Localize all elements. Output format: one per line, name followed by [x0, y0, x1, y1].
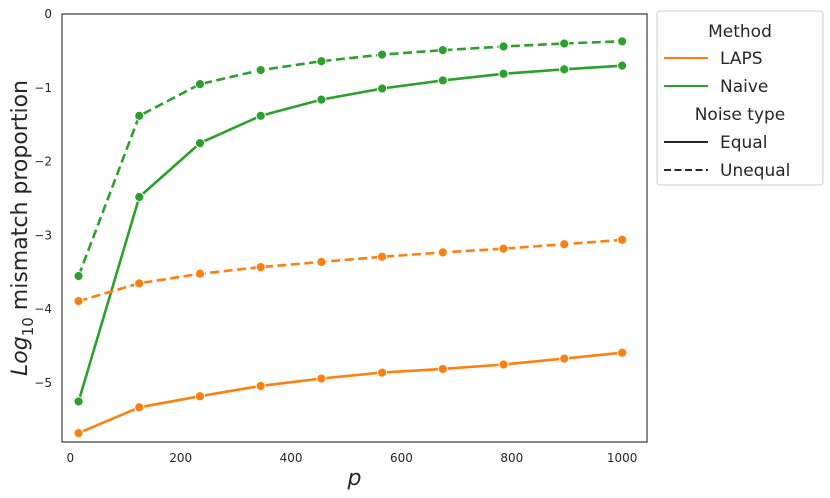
- data-point-laps-equal: [559, 353, 570, 364]
- data-point-laps-equal: [194, 391, 206, 402]
- y-axis-title-subscript: 10: [19, 317, 37, 336]
- y-tick-label: −2: [34, 155, 52, 169]
- legend-equal-label: Equal: [720, 133, 767, 153]
- data-point-naive-equal: [194, 138, 206, 149]
- data-point-naive-equal: [134, 191, 145, 203]
- x-axis-title: p: [347, 466, 362, 491]
- y-tick-label: 0: [44, 7, 52, 21]
- data-point-naive-unequal: [316, 56, 327, 67]
- data-point-naive-unequal: [498, 41, 509, 52]
- data-point-laps-equal: [73, 428, 84, 439]
- y-tick-label: −1: [34, 81, 52, 95]
- legend-laps-label: LAPS: [720, 49, 763, 69]
- data-point-laps-equal: [134, 402, 145, 413]
- x-tick-label: 600: [390, 451, 413, 465]
- series-line-naive-unequal: [77, 40, 623, 277]
- y-tick-label: −5: [34, 376, 52, 390]
- legend-method-title: Method: [708, 22, 772, 42]
- data-point-laps-unequal: [437, 247, 448, 258]
- x-tick-label: 0: [66, 451, 74, 465]
- x-tick-label: 200: [169, 451, 192, 465]
- data-point-naive-unequal: [559, 38, 570, 49]
- data-point-naive-equal: [73, 396, 84, 407]
- data-point-laps-unequal: [134, 278, 145, 289]
- data-point-laps-unequal: [376, 251, 388, 262]
- data-point-laps-equal: [255, 380, 266, 392]
- x-tick-label: 1000: [607, 451, 638, 465]
- legend: Method LAPS Naive Noise type Equal Unequ…: [656, 10, 824, 186]
- data-point-laps-unequal: [559, 239, 570, 250]
- legend-noise-title: Noise type: [695, 105, 786, 125]
- data-point-naive-unequal: [437, 45, 448, 56]
- x-tick-label: 400: [280, 451, 303, 465]
- data-point-laps-unequal: [316, 256, 327, 268]
- data-point-laps-equal: [316, 373, 327, 384]
- data-point-laps-unequal: [194, 268, 206, 279]
- y-axis-title: Log10 mismatch proportion: [8, 80, 37, 376]
- data-point-laps-equal: [437, 363, 448, 375]
- data-point-naive-unequal: [194, 79, 206, 90]
- series-line-naive-equal: [77, 64, 624, 403]
- y-axis-title-rest: mismatch proportion: [8, 80, 33, 317]
- series-line-laps-unequal: [78, 238, 623, 303]
- y-tick-label: −4: [34, 302, 52, 316]
- data-point-naive-equal: [316, 94, 327, 105]
- data-point-naive-unequal: [134, 110, 145, 121]
- legend-unequal-label: Unequal: [720, 161, 790, 181]
- y-tick-label: −3: [34, 228, 52, 242]
- series-layer: [73, 36, 628, 439]
- data-point-naive-equal: [437, 75, 448, 86]
- data-point-naive-unequal: [255, 64, 266, 76]
- legend-naive-label: Naive: [720, 77, 768, 97]
- data-point-naive-equal: [498, 68, 509, 79]
- x-tick-label: 800: [500, 451, 523, 465]
- x-axis-ticks: 0 200 400 600 800 1000: [66, 451, 637, 465]
- data-point-naive-equal: [376, 83, 388, 94]
- data-point-laps-equal: [617, 347, 628, 358]
- data-point-laps-unequal: [73, 295, 84, 307]
- y-axis-title-base: Log: [8, 336, 33, 376]
- plot-area: [61, 13, 648, 443]
- data-point-naive-equal: [255, 110, 266, 121]
- data-point-laps-unequal: [255, 262, 266, 273]
- data-point-naive-equal: [559, 64, 570, 75]
- data-point-laps-equal: [376, 367, 388, 378]
- data-point-laps-unequal: [617, 234, 628, 245]
- data-point-naive-unequal: [73, 270, 84, 282]
- data-point-laps-unequal: [498, 243, 509, 254]
- data-point-laps-equal: [498, 359, 509, 370]
- y-axis-ticks: 0 −1 −2 −3 −4 −5: [34, 7, 52, 390]
- data-point-naive-unequal: [617, 36, 628, 47]
- data-point-naive-equal: [617, 60, 628, 71]
- series-line-laps-equal: [77, 351, 624, 435]
- data-point-naive-unequal: [376, 49, 388, 60]
